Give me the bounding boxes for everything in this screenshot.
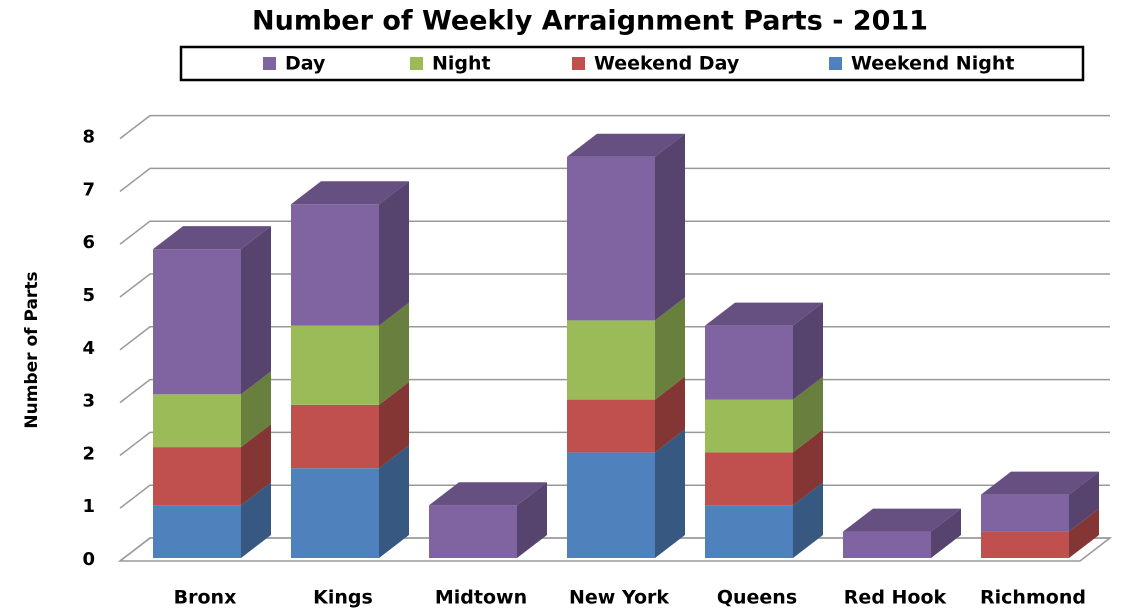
- bar-front: [705, 505, 793, 558]
- bar-front: [567, 399, 655, 453]
- bar-front: [705, 399, 793, 453]
- grid-line: [119, 114, 1110, 140]
- x-tick-label: Kings: [313, 587, 373, 609]
- y-tick-label: 8: [82, 127, 95, 148]
- bar-side: [241, 482, 271, 558]
- bar-top: [705, 302, 823, 326]
- bar-segment: [981, 471, 1099, 532]
- bar-top: [981, 471, 1099, 495]
- bar-front: [291, 325, 379, 405]
- bar-side: [793, 482, 823, 558]
- bar-side: [793, 302, 823, 400]
- bar-segment: [291, 381, 409, 469]
- legend-label: Day: [285, 53, 326, 75]
- bar-top: [291, 181, 409, 205]
- bar-front: [705, 325, 793, 400]
- bar-segment: [705, 429, 823, 506]
- y-tick-label: 5: [82, 285, 95, 306]
- bar-side: [241, 226, 271, 395]
- bar-segment: [153, 226, 271, 395]
- bar-front: [567, 156, 655, 321]
- legend-swatch: [410, 57, 423, 70]
- bar-segment: [153, 482, 271, 558]
- bar-side: [655, 297, 685, 400]
- bar-top: [567, 133, 685, 157]
- bar-segment: [567, 133, 685, 321]
- bar-front: [153, 447, 241, 506]
- bar-side: [655, 429, 685, 558]
- y-tick-label: 3: [82, 391, 95, 412]
- x-tick-label: Richmond: [980, 587, 1086, 609]
- bar-side: [793, 376, 823, 453]
- legend-swatch: [572, 57, 585, 70]
- bar-side: [379, 181, 409, 326]
- bar-front: [567, 320, 655, 400]
- bar-segment: [153, 371, 271, 448]
- bar-segment: [567, 376, 685, 453]
- chart-title: Number of Weekly Arraignment Parts - 201…: [252, 6, 928, 37]
- x-tick-label: Queens: [717, 587, 797, 609]
- bar-segment: [705, 482, 823, 558]
- bar-side: [379, 445, 409, 558]
- bar-segment: [567, 297, 685, 400]
- bar-front: [843, 531, 931, 558]
- bar-front: [429, 505, 517, 558]
- bar-top: [153, 226, 271, 250]
- y-tick-label: 6: [82, 232, 95, 253]
- legend-label: Weekend Day: [594, 53, 740, 75]
- x-tick-label: New York: [569, 587, 669, 609]
- bar-front: [981, 531, 1069, 558]
- grid-line: [119, 273, 1110, 298]
- bar-front: [153, 249, 241, 395]
- legend-label: Weekend Night: [851, 53, 1014, 75]
- bar-side: [1069, 508, 1099, 558]
- y-tick-label: 4: [82, 338, 95, 359]
- bar-segment: [567, 429, 685, 558]
- bar-front: [153, 505, 241, 558]
- bar-segment: [705, 376, 823, 453]
- legend-box: [179, 45, 1085, 82]
- legend-swatch: [263, 57, 276, 70]
- bar-top: [843, 508, 961, 532]
- bar-side: [241, 424, 271, 506]
- bar-side: [379, 302, 409, 405]
- bar-front: [291, 468, 379, 558]
- bar-side: [931, 508, 961, 558]
- bar-side: [793, 429, 823, 506]
- bar-side: [241, 371, 271, 448]
- legend-swatch: [829, 57, 842, 70]
- y-axis-label: Number of Parts: [22, 271, 42, 428]
- x-tick-label: Bronx: [174, 587, 237, 609]
- legend-label: Night: [432, 53, 491, 75]
- x-tick-label: Red Hook: [844, 587, 947, 609]
- bar-side: [517, 482, 547, 558]
- bar-side: [1069, 471, 1099, 532]
- bar-front: [981, 494, 1069, 532]
- bar-segment: [981, 508, 1099, 558]
- y-tick-label: 0: [82, 549, 95, 570]
- bar-front: [153, 394, 241, 448]
- bar-segment: [705, 302, 823, 400]
- bar-front: [291, 204, 379, 326]
- bar-side: [379, 381, 409, 469]
- bar-side: [655, 376, 685, 453]
- grid-line: [119, 167, 1110, 192]
- y-tick-label: 2: [82, 443, 95, 464]
- bar-segment: [291, 445, 409, 558]
- bar-segment: [291, 181, 409, 326]
- bar-front: [705, 452, 793, 506]
- y-tick-label: 7: [82, 179, 95, 200]
- grid-line: [119, 220, 1110, 245]
- bar-segment: [291, 302, 409, 405]
- bar-segment: [843, 508, 961, 558]
- bar-side: [655, 133, 685, 321]
- bar-front: [567, 452, 655, 558]
- bar-segment: [429, 482, 547, 558]
- bar-segment: [153, 424, 271, 506]
- bar-front: [291, 404, 379, 469]
- x-tick-label: Midtown: [435, 587, 527, 609]
- y-tick-label: 1: [82, 496, 95, 517]
- bar-top: [429, 482, 547, 506]
